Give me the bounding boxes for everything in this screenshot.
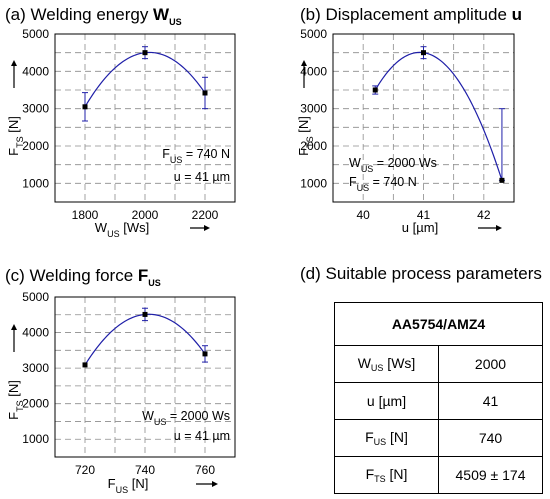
data-point — [202, 351, 208, 357]
x-tick-label: 2200 — [192, 208, 219, 222]
plot-frame — [332, 33, 515, 203]
y-tick-label: 2000 — [22, 397, 49, 411]
x-tick-label: 1800 — [72, 208, 99, 222]
x-axis-label: WUS [Ws] — [95, 220, 149, 239]
row-value: 4509 ± 174 — [438, 456, 543, 494]
row-value: 740 — [438, 419, 543, 457]
annotation: WUS = 2000 Ws — [142, 409, 230, 427]
panel-title: (a) Welding energy WUS — [5, 5, 182, 27]
row-key: WUS [Ws] — [334, 345, 439, 383]
y-tick-label: 3000 — [300, 102, 327, 116]
data-point — [499, 177, 505, 183]
y-axis-label: FTS [N] — [6, 380, 25, 420]
y-tick-label: 3000 — [22, 361, 49, 375]
annotation: FUS = 740 N — [162, 147, 230, 165]
y-axis-label: FTS [N] — [296, 116, 315, 156]
annotation: u = 41 µm — [174, 429, 230, 443]
annotation: WUS = 2000 Ws — [349, 156, 437, 174]
x-arrow-head — [204, 225, 210, 231]
y-tick-label: 4000 — [22, 326, 49, 340]
y-tick-label: 2000 — [22, 139, 49, 153]
parameters-table: AA5754/AMZ4 WUS [Ws] 2000 u [µm] 41 FUS … — [334, 302, 543, 494]
row-value: 41 — [438, 382, 543, 420]
x-arrow-head — [496, 225, 502, 231]
series-line — [374, 51, 503, 181]
data-point — [372, 87, 378, 93]
data-point — [421, 50, 426, 56]
annotation: FUS = 740 N — [349, 175, 417, 193]
data-point — [202, 90, 208, 96]
data-point — [82, 104, 88, 110]
x-axis-label: u [µm] — [402, 220, 438, 235]
annotation: u = 41 µm — [174, 170, 230, 184]
data-point — [142, 50, 148, 56]
x-tick-label: 41 — [417, 208, 431, 222]
y-tick-label: 4000 — [22, 64, 49, 78]
y-tick-label: 5000 — [22, 27, 49, 41]
x-tick-label: 40 — [356, 208, 370, 222]
x-axis-label: FUS [N] — [108, 476, 149, 495]
y-tick-label: 3000 — [22, 102, 49, 116]
y-arrow-head — [11, 324, 17, 330]
x-tick-label: 720 — [75, 463, 95, 477]
x-arrow-head — [212, 481, 218, 487]
y-arrow-head — [301, 60, 307, 66]
table-row: u [µm] 41 — [334, 382, 543, 420]
chart-panel-1: 1000 2000 3000 4000 5000 40 41 42 (b) Displaceme… — [296, 5, 522, 235]
row-key: u [µm] — [334, 382, 439, 420]
row-key: FUS [N] — [334, 419, 439, 457]
plot-frame — [54, 33, 236, 203]
y-tick-label: 1000 — [300, 176, 327, 190]
data-point — [142, 311, 148, 317]
row-key: FTS [N] — [334, 456, 439, 494]
table-title: (d) Suitable process parameters — [300, 264, 542, 283]
panel-title: (b) Displacement amplitude u — [300, 5, 522, 24]
chart-panel-2: 1000 2000 3000 4000 5000 720 740 760 (c) Welding… — [5, 266, 236, 495]
chart-panel-0: 1000 2000 3000 4000 5000 1800 2000 2200 (a) Weld… — [5, 5, 236, 239]
x-tick-label: 2000 — [132, 208, 159, 222]
x-tick-label: 740 — [135, 463, 155, 477]
y-axis-label: FTS [N] — [6, 116, 25, 156]
y-tick-label: 5000 — [300, 27, 327, 41]
plot-frame — [54, 296, 236, 458]
table-row: FTS [N] 4509 ± 174 — [334, 456, 543, 494]
panel-title: (c) Welding force FUS — [5, 266, 161, 288]
y-tick-label: 1000 — [22, 432, 49, 446]
table-row: FUS [N] 740 — [334, 419, 543, 457]
x-tick-label: 760 — [195, 463, 215, 477]
data-point — [82, 362, 88, 368]
row-value: 2000 — [438, 345, 543, 383]
table-header: AA5754/AMZ4 — [334, 302, 543, 346]
y-tick-label: 2000 — [300, 139, 327, 153]
y-tick-label: 4000 — [300, 64, 327, 78]
y-arrow-head — [11, 60, 17, 66]
x-tick-label: 42 — [477, 208, 491, 222]
table-row: WUS [Ws] 2000 — [334, 345, 543, 383]
y-tick-label: 5000 — [22, 290, 49, 304]
y-tick-label: 1000 — [22, 176, 49, 190]
